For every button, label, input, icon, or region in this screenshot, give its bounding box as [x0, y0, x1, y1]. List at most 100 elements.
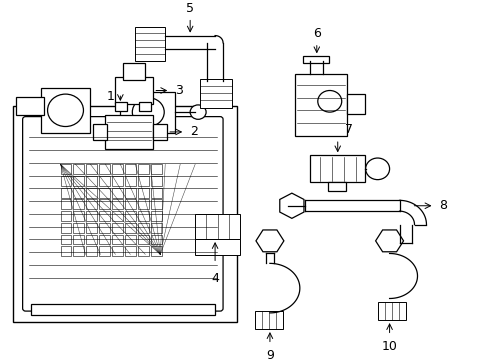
Bar — [86, 164, 98, 174]
Bar — [151, 223, 162, 233]
Bar — [138, 235, 149, 244]
Bar — [99, 188, 110, 198]
Bar — [328, 183, 346, 192]
Bar — [61, 199, 72, 210]
Bar — [112, 211, 123, 221]
Bar — [200, 79, 232, 108]
Bar — [99, 176, 110, 186]
Bar — [295, 74, 347, 135]
Bar — [138, 211, 149, 221]
Bar — [41, 88, 91, 133]
Bar — [112, 246, 123, 256]
Bar — [138, 199, 149, 210]
Bar — [125, 164, 136, 174]
Bar — [86, 176, 98, 186]
Bar — [99, 211, 110, 221]
Bar — [99, 246, 110, 256]
Bar — [61, 164, 72, 174]
Bar — [86, 211, 98, 221]
Bar — [99, 235, 110, 244]
Bar — [86, 199, 98, 210]
Text: 4: 4 — [211, 273, 219, 285]
Bar — [61, 223, 72, 233]
Bar — [74, 223, 84, 233]
Text: 3: 3 — [175, 84, 183, 97]
Bar — [112, 223, 123, 233]
Bar — [86, 223, 98, 233]
Bar — [125, 223, 136, 233]
Bar — [112, 199, 123, 210]
Bar — [125, 211, 136, 221]
Bar — [74, 199, 84, 210]
Bar — [61, 235, 72, 244]
Circle shape — [48, 94, 83, 126]
Bar — [151, 199, 162, 210]
Bar — [115, 102, 127, 111]
Circle shape — [190, 105, 206, 119]
Text: 10: 10 — [382, 340, 397, 353]
Bar — [125, 188, 136, 198]
Bar — [151, 176, 162, 186]
Bar — [30, 304, 215, 315]
Bar — [151, 211, 162, 221]
Bar — [86, 188, 98, 198]
Text: 7: 7 — [345, 122, 353, 135]
Bar — [125, 176, 136, 186]
Bar — [86, 235, 98, 244]
Bar — [121, 92, 175, 133]
Text: 8: 8 — [440, 199, 447, 212]
Bar — [151, 164, 162, 174]
Bar — [74, 235, 84, 244]
Bar — [347, 94, 365, 114]
Bar — [112, 235, 123, 244]
Bar — [94, 124, 107, 140]
Bar — [112, 188, 123, 198]
Bar — [99, 223, 110, 233]
Bar — [310, 155, 365, 183]
Bar — [195, 239, 240, 255]
Circle shape — [366, 158, 390, 180]
Bar — [138, 176, 149, 186]
Bar — [151, 188, 162, 198]
Bar — [74, 164, 84, 174]
Bar — [151, 235, 162, 244]
FancyBboxPatch shape — [23, 117, 223, 311]
Bar — [151, 246, 162, 256]
Bar — [99, 199, 110, 210]
Bar — [61, 188, 72, 198]
Bar — [125, 235, 136, 244]
Bar — [138, 223, 149, 233]
Bar — [125, 246, 136, 256]
Bar — [74, 188, 84, 198]
Bar — [74, 211, 84, 221]
Bar — [123, 63, 145, 80]
Bar — [105, 115, 153, 149]
Circle shape — [132, 98, 164, 126]
Bar — [74, 176, 84, 186]
Bar — [153, 124, 167, 140]
Bar — [16, 97, 44, 115]
Bar — [195, 214, 240, 239]
Bar — [139, 102, 151, 111]
Text: 9: 9 — [266, 349, 274, 360]
Bar — [138, 246, 149, 256]
Bar — [115, 77, 153, 104]
Circle shape — [318, 90, 342, 112]
Bar — [86, 246, 98, 256]
Text: 1: 1 — [106, 90, 114, 103]
Bar — [74, 246, 84, 256]
Bar — [125, 199, 136, 210]
Bar — [112, 176, 123, 186]
Bar — [61, 176, 72, 186]
Bar — [135, 27, 165, 61]
Bar — [378, 302, 406, 320]
Text: 5: 5 — [186, 2, 194, 15]
Bar — [99, 164, 110, 174]
Bar — [303, 56, 329, 63]
Bar — [13, 106, 237, 322]
Bar — [138, 164, 149, 174]
Text: 2: 2 — [190, 125, 198, 138]
Text: 6: 6 — [313, 27, 321, 40]
Bar — [255, 311, 283, 329]
Bar — [112, 164, 123, 174]
